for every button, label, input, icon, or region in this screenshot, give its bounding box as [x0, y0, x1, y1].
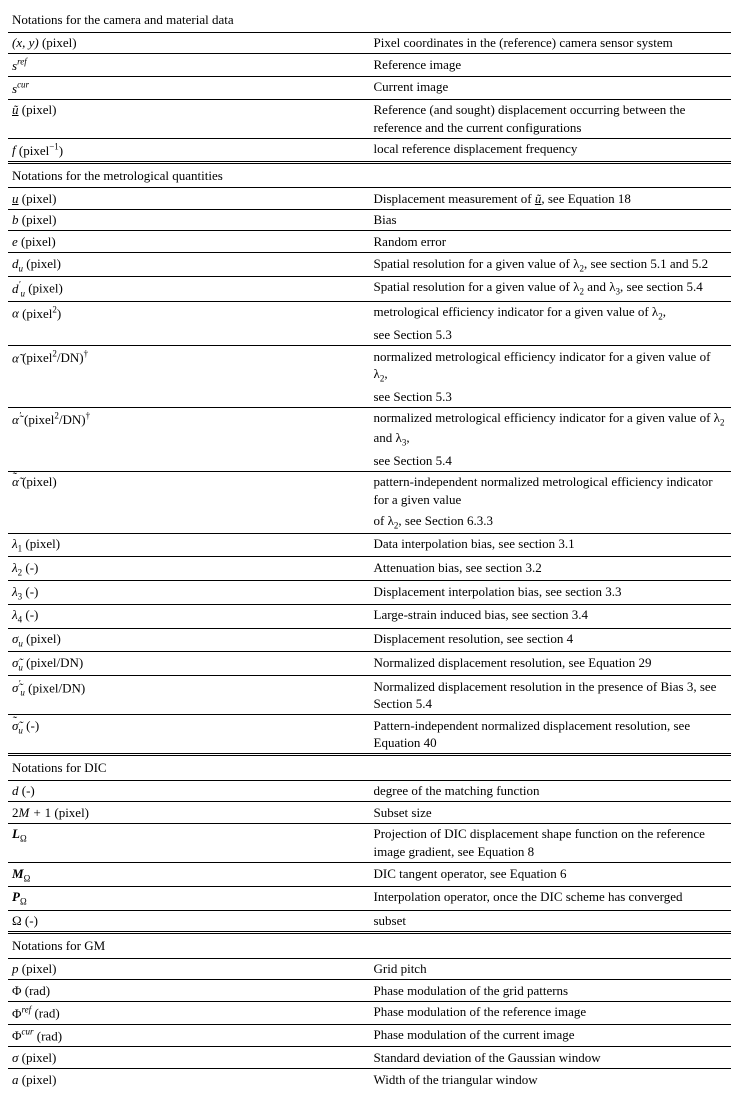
desc-alpha: metrological efficiency indicator for a …	[370, 301, 732, 324]
sym-e: e (pixel)	[8, 231, 370, 253]
desc-Omega: subset	[370, 910, 732, 933]
desc-Phi: Phase modulation of the grid patterns	[370, 980, 732, 1002]
sym-sref: sref	[8, 54, 370, 77]
sym-l3: λ3 (-)	[8, 581, 370, 605]
sym-Phicur: Φcur (rad)	[8, 1024, 370, 1047]
sym-l2: λ2 (-)	[8, 557, 370, 581]
desc-alphahh-cont: of λ2, see Section 6.3.3	[370, 510, 732, 533]
sym-alphahh: α̃˜ (pixel)	[8, 471, 370, 510]
sym-a: a (pixel)	[8, 1069, 370, 1090]
desc-sigu: Displacement resolution, see section 4	[370, 628, 732, 652]
desc-siguhp: Normalized displacement resolution in th…	[370, 676, 732, 715]
desc-scur: Current image	[370, 76, 732, 99]
desc-ss: Subset size	[370, 802, 732, 824]
sym-xy: (x, y) (pixel)	[8, 32, 370, 54]
sym-b: b (pixel)	[8, 209, 370, 231]
sym-f: f (pixel−1)	[8, 138, 370, 162]
desc-f: local reference displacement frequency	[370, 138, 732, 162]
sym-siguh: σ̃u (pixel/DN)	[8, 652, 370, 676]
sym-ss: 2M + 1 (pixel)	[8, 802, 370, 824]
desc-alphahp: normalized metrological efficiency indic…	[370, 407, 732, 450]
desc-alphahh: pattern-independent normalized metrologi…	[370, 471, 732, 510]
desc-Pomega: Interpolation operator, once the DIC sch…	[370, 886, 732, 910]
desc-Phiref: Phase modulation of the reference image	[370, 1001, 732, 1024]
sym-sigma: σ (pixel)	[8, 1047, 370, 1069]
desc-p: Grid pitch	[370, 958, 732, 980]
sym-siguhp: σ̃′u (pixel/DN)	[8, 676, 370, 715]
desc-d: degree of the matching function	[370, 780, 732, 802]
desc-dup: Spatial resolution for a given value of …	[370, 276, 732, 301]
desc-sref: Reference image	[370, 54, 732, 77]
desc-l1: Data interpolation bias, see section 3.1	[370, 533, 732, 557]
sym-alpha: α (pixel2)	[8, 301, 370, 324]
desc-alphahp-cont: see Section 5.4	[370, 450, 732, 471]
desc-Momega: DIC tangent operator, see Equation 6	[370, 863, 732, 887]
sym-Lomega: LΩ	[8, 823, 370, 862]
sym-Pomega: PΩ	[8, 886, 370, 910]
sym-du: du (pixel)	[8, 253, 370, 277]
sym-l1: λ1 (pixel)	[8, 533, 370, 557]
desc-du: Spatial resolution for a given value of …	[370, 253, 732, 277]
section-header-gm: Notations for GM	[8, 933, 731, 959]
desc-alphah: normalized metrological efficiency indic…	[370, 346, 732, 387]
sym-alphah-cont	[8, 386, 370, 407]
desc-l3: Displacement interpolation bias, see sec…	[370, 581, 732, 605]
sym-p: p (pixel)	[8, 958, 370, 980]
sym-d: d (-)	[8, 780, 370, 802]
sym-Omega: Ω (-)	[8, 910, 370, 933]
desc-alphah-cont: see Section 5.3	[370, 386, 732, 407]
sym-scur: scur	[8, 76, 370, 99]
desc-xy: Pixel coordinates in the (reference) cam…	[370, 32, 732, 54]
desc-a: Width of the triangular window	[370, 1069, 732, 1090]
sym-alpha-cont	[8, 325, 370, 346]
sym-utilde: ũ (pixel)	[8, 99, 370, 138]
sym-alphahh-cont	[8, 510, 370, 533]
sym-alphahp-cont	[8, 450, 370, 471]
sym-alphah: α̃ (pixel2/DN)†	[8, 346, 370, 387]
desc-u: Displacement measurement of ũ, see Equat…	[370, 188, 732, 210]
desc-siguh: Normalized displacement resolution, see …	[370, 652, 732, 676]
sym-alphahp: α̃′ (pixel2/DN)†	[8, 407, 370, 450]
sym-siguhh: σ̃˜u (-)	[8, 715, 370, 755]
desc-l2: Attenuation bias, see section 3.2	[370, 557, 732, 581]
sym-Momega: MΩ	[8, 863, 370, 887]
desc-Lomega: Projection of DIC displacement shape fun…	[370, 823, 732, 862]
section-header-camera: Notations for the camera and material da…	[8, 8, 731, 32]
desc-b: Bias	[370, 209, 732, 231]
sym-Phi: Φ (rad)	[8, 980, 370, 1002]
notation-table: Notations for the camera and material da…	[8, 8, 731, 1090]
sym-sigu: σu (pixel)	[8, 628, 370, 652]
desc-siguhh: Pattern-independent normalized displacem…	[370, 715, 732, 755]
desc-Phicur: Phase modulation of the current image	[370, 1024, 732, 1047]
section-header-metro: Notations for the metrological quantitie…	[8, 162, 731, 188]
desc-sigma: Standard deviation of the Gaussian windo…	[370, 1047, 732, 1069]
sym-l4: λ4 (-)	[8, 604, 370, 628]
desc-l4: Large-strain induced bias, see section 3…	[370, 604, 732, 628]
desc-utilde: Reference (and sought) displacement occu…	[370, 99, 732, 138]
desc-e: Random error	[370, 231, 732, 253]
section-header-dic: Notations for DIC	[8, 755, 731, 781]
sym-Phiref: Φref (rad)	[8, 1001, 370, 1024]
sym-u: u (pixel)	[8, 188, 370, 210]
sym-dup: d′u (pixel)	[8, 276, 370, 301]
desc-alpha-cont: see Section 5.3	[370, 325, 732, 346]
